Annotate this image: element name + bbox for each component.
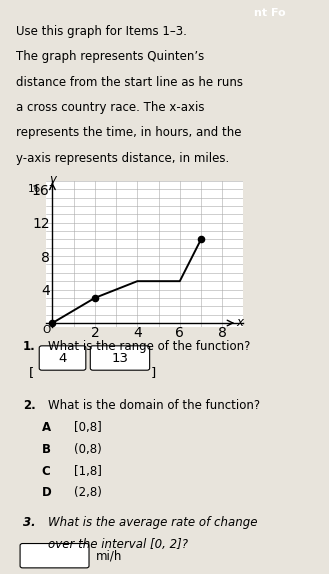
Text: O: O (42, 325, 50, 335)
Text: C: C (42, 465, 51, 478)
FancyBboxPatch shape (90, 346, 150, 370)
Text: 3.: 3. (23, 516, 35, 529)
Text: Use this graph for Items 1–3.: Use this graph for Items 1–3. (16, 25, 187, 38)
Text: [0,8]: [0,8] (74, 421, 101, 434)
Point (92, 293, 97, 302)
Text: distance from the start line as he runs: distance from the start line as he runs (16, 76, 243, 89)
Text: What is the average rate of change: What is the average rate of change (48, 516, 258, 529)
Text: over the interval [0, 2]?: over the interval [0, 2]? (48, 538, 188, 551)
Text: D: D (42, 486, 52, 499)
Text: ]: ] (150, 366, 156, 379)
Text: y: y (49, 173, 56, 185)
Point (198, 235, 204, 244)
Text: [1,8]: [1,8] (74, 465, 102, 478)
Text: 16: 16 (28, 184, 41, 194)
Text: x: x (237, 316, 244, 329)
Text: What is the range of the function?: What is the range of the function? (48, 340, 251, 353)
FancyBboxPatch shape (20, 544, 89, 568)
Text: What is the domain of the function?: What is the domain of the function? (48, 400, 260, 413)
Text: mi/h: mi/h (96, 549, 122, 562)
Text: 1.: 1. (23, 340, 36, 353)
Text: nt Fo: nt Fo (254, 8, 286, 18)
Text: (0,8): (0,8) (74, 443, 101, 456)
Text: A: A (42, 421, 51, 434)
Text: a cross country race. The x-axis: a cross country race. The x-axis (16, 101, 205, 114)
Text: 2.: 2. (23, 400, 36, 413)
FancyBboxPatch shape (39, 346, 86, 370)
Text: represents the time, in hours, and the: represents the time, in hours, and the (16, 126, 242, 139)
Point (50, 319, 55, 328)
Text: 4: 4 (58, 351, 67, 364)
Text: 13: 13 (112, 351, 128, 364)
Text: B: B (42, 443, 51, 456)
Text: y-axis represents distance, in miles.: y-axis represents distance, in miles. (16, 152, 230, 165)
Text: The graph represents Quinten’s: The graph represents Quinten’s (16, 51, 205, 63)
Text: [: [ (29, 366, 34, 379)
Text: (2,8): (2,8) (74, 486, 102, 499)
